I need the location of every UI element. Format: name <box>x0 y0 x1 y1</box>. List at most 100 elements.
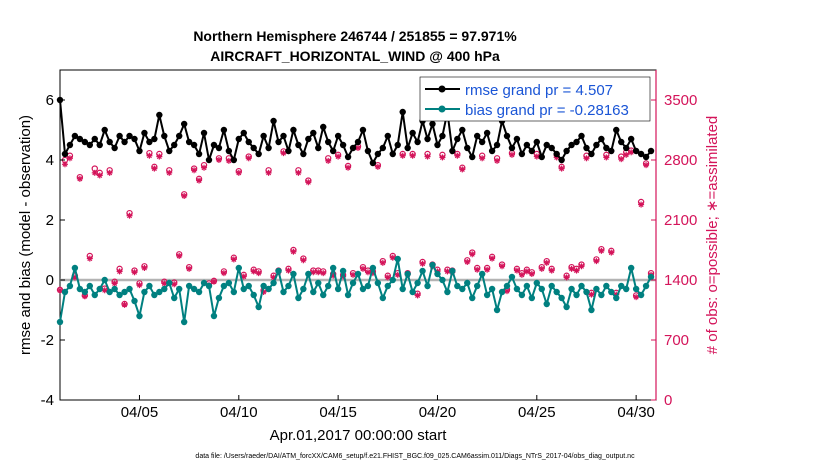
obs-assimilated-marker <box>399 152 406 159</box>
rmse-marker <box>136 147 143 155</box>
bias-marker <box>116 291 123 299</box>
bias-marker <box>533 279 540 287</box>
obs-assimilated-marker <box>479 155 486 162</box>
x-tick-label: 04/05 <box>121 404 159 421</box>
bias-marker <box>176 285 183 293</box>
rmse-marker <box>180 120 188 128</box>
obs-assimilated-marker <box>518 271 525 278</box>
rmse-marker <box>409 129 416 137</box>
obs-assimilated-marker <box>215 157 222 163</box>
obs-assimilated-marker <box>121 301 128 308</box>
rmse-marker <box>280 132 287 140</box>
x-axis-label: Apr.01,2017 00:00:00 start <box>270 427 448 444</box>
bias-marker <box>290 270 297 278</box>
obs-assimilated-marker <box>116 268 123 275</box>
rmse-marker <box>141 129 148 137</box>
bias-marker <box>613 294 620 302</box>
obs-assimilated-marker <box>628 149 635 156</box>
rmse-marker <box>598 135 605 143</box>
obs-assimilated-marker <box>374 163 381 170</box>
obs-assimilated-marker <box>603 154 610 161</box>
bias-marker <box>300 285 307 293</box>
rmse-marker <box>349 144 357 152</box>
bias-marker <box>369 264 377 272</box>
rmse-marker <box>146 138 153 146</box>
obs-assimilated-marker <box>230 256 237 263</box>
bias-marker <box>305 270 312 278</box>
rmse-marker <box>235 135 242 143</box>
bias-marker <box>325 282 332 290</box>
bias-marker <box>295 294 302 302</box>
bias-marker <box>469 294 476 302</box>
bias-marker <box>195 288 203 296</box>
rmse-marker <box>459 126 466 134</box>
rmse-marker <box>518 150 526 158</box>
rmse-marker <box>538 153 545 161</box>
bias-marker <box>339 267 347 275</box>
obs-assimilated-marker <box>96 172 103 179</box>
obs-assimilated-marker <box>623 151 630 158</box>
rmse-marker <box>225 147 233 155</box>
rmse-marker <box>359 126 367 134</box>
y2-tick-label: 3500 <box>664 92 697 109</box>
rmse-marker <box>121 138 128 146</box>
bias-marker <box>478 270 486 278</box>
obs-assimilated-marker <box>543 259 550 266</box>
bias-marker <box>200 279 208 287</box>
bias-marker <box>608 288 615 296</box>
rmse-marker <box>573 138 580 146</box>
obs-assimilated-marker <box>578 263 585 270</box>
obs-assimilated-marker <box>568 265 575 272</box>
legend-box <box>419 76 651 122</box>
bias-marker <box>151 291 158 299</box>
bias-marker <box>66 282 74 290</box>
obs-assimilated-marker <box>494 157 501 164</box>
rmse-marker <box>647 147 655 155</box>
rmse-marker <box>329 147 337 155</box>
bias-marker <box>171 294 178 302</box>
obs-assimilated-marker <box>633 294 640 301</box>
bias-marker <box>260 282 267 290</box>
rmse-marker <box>215 144 223 152</box>
bias-marker <box>384 282 391 290</box>
bias-marker <box>275 267 282 275</box>
obs-assimilated-marker <box>210 278 217 285</box>
rmse-marker <box>195 150 203 158</box>
obs-assimilated-marker <box>558 165 565 172</box>
rmse-marker <box>320 123 327 131</box>
obs-assimilated-marker <box>359 265 366 272</box>
rmse-marker <box>449 147 456 155</box>
rmse-marker <box>310 129 317 137</box>
bias-marker <box>230 288 238 296</box>
bias-marker <box>434 270 441 278</box>
rmse-marker <box>488 147 496 155</box>
bias-marker <box>166 279 173 287</box>
rmse-marker <box>344 153 352 161</box>
y-tick-label: -4 <box>41 392 54 409</box>
bias-marker <box>647 273 655 281</box>
obs-assimilated-marker <box>583 155 590 162</box>
bias-marker <box>568 285 575 293</box>
y-axis-right: 0 700 1400 2100 2800 3500 <box>651 70 697 409</box>
rmse-marker <box>379 144 387 152</box>
rmse-marker <box>523 141 531 149</box>
rmse-marker <box>111 144 118 152</box>
obs-assimilated-marker <box>474 266 481 273</box>
bias-marker <box>86 282 94 290</box>
rmse-marker <box>389 150 396 158</box>
bias-marker <box>255 303 262 311</box>
bias-marker <box>270 279 277 287</box>
obs-assimilated-marker <box>598 247 605 254</box>
rmse-marker <box>305 135 312 143</box>
rmse-marker <box>414 138 421 146</box>
bias-marker <box>76 285 84 293</box>
obs-assimilated-marker <box>538 265 545 272</box>
bias-marker <box>190 285 198 293</box>
rmse-marker <box>434 141 441 149</box>
obs-assimilated-marker <box>166 169 173 176</box>
bias-marker <box>91 291 98 299</box>
bias-marker <box>483 291 491 299</box>
rmse-marker <box>265 144 272 152</box>
bias-marker <box>498 288 506 296</box>
rmse-marker <box>483 129 491 137</box>
